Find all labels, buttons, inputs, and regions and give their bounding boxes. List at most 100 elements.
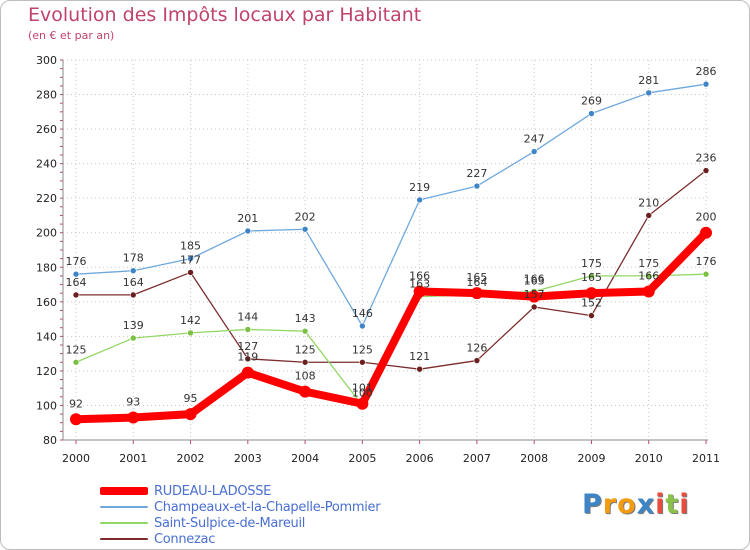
y-tick-label: 180 <box>36 261 57 274</box>
logo-letter: x <box>636 489 656 520</box>
logo-letter: r <box>602 489 618 520</box>
data-point <box>528 290 541 303</box>
logo-letter: o <box>617 489 637 520</box>
legend-item: RUDEAU-LADOSSE <box>100 483 380 499</box>
x-tick-label: 2002 <box>177 452 205 465</box>
data-label: 125 <box>352 343 373 356</box>
data-label: 247 <box>524 133 545 146</box>
data-label: 164 <box>123 276 144 289</box>
x-tick-label: 2011 <box>692 452 720 465</box>
data-point <box>244 326 252 333</box>
data-label: 125 <box>66 343 87 356</box>
x-tick-label: 2004 <box>291 452 319 465</box>
data-point <box>70 413 82 426</box>
data-label: 164 <box>66 276 87 289</box>
data-point <box>127 411 140 424</box>
y-tick-label: 280 <box>36 89 57 102</box>
data-label: 93 <box>126 396 140 409</box>
data-point <box>530 148 538 155</box>
legend-item: Champeaux-et-la-Chapelle-Pommier <box>100 499 381 515</box>
data-label: 164 <box>466 276 487 289</box>
legend-label: RUDEAU-LADOSSE <box>154 483 272 499</box>
chart-subtitle: (en € et par an) <box>28 29 115 42</box>
data-point <box>473 182 481 190</box>
data-point <box>588 110 595 117</box>
legend-swatch <box>100 506 148 508</box>
x-tick-label: 2005 <box>348 452 376 465</box>
legend-label: Saint-Sulpice-de-Mareuil <box>154 515 306 531</box>
x-tick-label: 2003 <box>234 452 262 465</box>
data-point <box>241 366 254 379</box>
logo-letter: P <box>582 489 603 520</box>
data-label: 100 <box>352 386 373 399</box>
y-tick-label: 100 <box>36 399 57 412</box>
proxiti-logo: Proxiti <box>582 489 690 520</box>
x-tick-label: 2001 <box>119 452 147 465</box>
data-label: 108 <box>295 370 316 383</box>
y-tick-label: 80 <box>43 434 57 447</box>
x-tick-label: 2006 <box>406 452 434 465</box>
data-label: 185 <box>180 240 201 253</box>
data-label: 176 <box>66 255 87 268</box>
y-tick-label: 140 <box>36 330 57 343</box>
data-label: 127 <box>237 340 258 353</box>
data-point <box>645 272 653 280</box>
data-label: 139 <box>123 319 144 332</box>
y-tick-label: 120 <box>36 365 57 378</box>
data-label: 281 <box>638 74 659 87</box>
data-point <box>702 167 710 174</box>
data-label: 165 <box>466 271 487 284</box>
logo-letter: i <box>679 489 690 520</box>
data-point <box>416 196 423 204</box>
data-label: 210 <box>638 196 659 209</box>
y-tick-label: 240 <box>36 158 57 171</box>
logo-letter: i <box>655 489 666 520</box>
y-tick-label: 200 <box>36 227 57 240</box>
data-label: 163 <box>524 275 545 288</box>
series-line <box>75 83 707 327</box>
legend-swatch <box>100 522 148 524</box>
data-label: 143 <box>295 312 316 325</box>
data-point <box>184 408 197 421</box>
data-point <box>588 312 595 319</box>
x-tick-label: 2010 <box>635 452 663 465</box>
data-label: 176 <box>696 255 717 268</box>
data-point <box>244 355 252 363</box>
data-label: 163 <box>409 278 430 291</box>
data-point <box>642 285 655 298</box>
data-label: 269 <box>581 95 602 108</box>
legend-swatch <box>100 538 148 540</box>
y-tick-label: 300 <box>36 54 57 67</box>
data-point <box>470 287 483 300</box>
data-label: 178 <box>123 252 144 265</box>
data-label: 121 <box>409 350 430 363</box>
series-rudeau-ladosse <box>70 226 712 426</box>
legend-swatch <box>100 487 148 495</box>
data-label: 142 <box>180 314 201 327</box>
data-label: 201 <box>237 212 258 225</box>
data-point <box>129 267 137 275</box>
data-point <box>702 270 710 278</box>
data-label: 92 <box>69 397 83 410</box>
data-label: 146 <box>352 307 373 320</box>
data-point <box>359 322 366 330</box>
data-point <box>356 397 369 410</box>
y-tick-label: 160 <box>36 296 57 309</box>
data-label: 126 <box>466 342 487 355</box>
data-label: 175 <box>581 257 602 270</box>
data-label: 166 <box>409 269 430 282</box>
data-point <box>702 80 710 88</box>
y-tick-label: 260 <box>36 123 57 136</box>
logo-letter: t <box>665 489 680 520</box>
data-point <box>129 334 137 342</box>
plot-area <box>63 60 708 440</box>
data-point <box>72 291 80 299</box>
chart-title: Evolution des Impôts locaux par Habitant <box>28 4 422 26</box>
series-line <box>75 169 707 370</box>
data-point <box>700 226 712 239</box>
data-label: 165 <box>581 271 602 284</box>
data-point <box>299 385 312 398</box>
legend-label: Champeaux-et-la-Chapelle-Pommier <box>154 499 381 515</box>
data-point <box>588 272 595 280</box>
x-tick-label: 2000 <box>62 452 90 465</box>
